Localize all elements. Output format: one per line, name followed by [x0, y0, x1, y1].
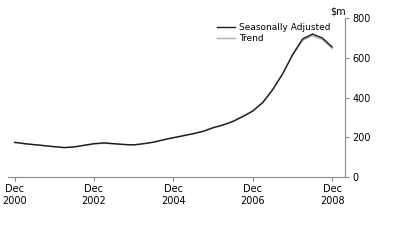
Seasonally Adjusted [320, 37, 325, 39]
Seasonally Adjusted [241, 115, 245, 118]
Legend: Seasonally Adjusted, Trend: Seasonally Adjusted, Trend [217, 23, 331, 43]
Seasonally Adjusted [280, 72, 285, 75]
Trend [171, 136, 176, 139]
Trend [131, 143, 136, 146]
Seasonally Adjusted [211, 126, 216, 129]
Seasonally Adjusted [141, 142, 146, 145]
Trend [121, 143, 126, 146]
Trend [32, 143, 37, 146]
Seasonally Adjusted [171, 136, 176, 139]
Trend [161, 138, 166, 141]
Trend [102, 142, 106, 145]
Trend [290, 54, 295, 57]
Trend [320, 38, 325, 41]
Seasonally Adjusted [131, 143, 136, 146]
Trend [330, 47, 335, 50]
Trend [112, 143, 116, 145]
Seasonally Adjusted [102, 142, 106, 144]
Trend [191, 132, 196, 135]
Seasonally Adjusted [300, 38, 305, 40]
Trend [260, 101, 265, 103]
Seasonally Adjusted [260, 101, 265, 104]
Trend [231, 120, 235, 122]
Seasonally Adjusted [151, 141, 156, 143]
Seasonally Adjusted [32, 143, 37, 146]
Trend [151, 141, 156, 144]
Trend [52, 145, 57, 148]
Seasonally Adjusted [231, 120, 235, 123]
Trend [201, 130, 206, 132]
Text: $m: $m [330, 7, 345, 17]
Seasonally Adjusted [251, 110, 255, 112]
Seasonally Adjusted [330, 46, 335, 48]
Trend [241, 115, 245, 117]
Seasonally Adjusted [52, 145, 57, 148]
Seasonally Adjusted [22, 142, 27, 145]
Trend [42, 144, 47, 147]
Trend [300, 39, 305, 42]
Seasonally Adjusted [92, 142, 96, 145]
Trend [211, 126, 216, 129]
Seasonally Adjusted [72, 146, 77, 148]
Seasonally Adjusted [221, 124, 225, 126]
Seasonally Adjusted [82, 144, 87, 147]
Trend [12, 141, 17, 144]
Trend [22, 142, 27, 145]
Trend [72, 146, 77, 148]
Trend [141, 143, 146, 145]
Trend [92, 143, 96, 146]
Line: Trend: Trend [15, 36, 332, 148]
Trend [62, 146, 67, 149]
Seasonally Adjusted [62, 146, 67, 149]
Seasonally Adjusted [310, 33, 315, 35]
Line: Seasonally Adjusted: Seasonally Adjusted [15, 34, 332, 148]
Trend [221, 123, 225, 126]
Seasonally Adjusted [121, 143, 126, 146]
Seasonally Adjusted [191, 132, 196, 135]
Trend [310, 34, 315, 37]
Trend [251, 109, 255, 112]
Seasonally Adjusted [112, 142, 116, 145]
Seasonally Adjusted [42, 144, 47, 147]
Trend [82, 144, 87, 147]
Seasonally Adjusted [201, 130, 206, 133]
Seasonally Adjusted [290, 54, 295, 56]
Seasonally Adjusted [181, 134, 186, 137]
Trend [181, 134, 186, 137]
Seasonally Adjusted [12, 141, 17, 144]
Trend [270, 88, 275, 91]
Seasonally Adjusted [161, 138, 166, 141]
Trend [280, 72, 285, 75]
Seasonally Adjusted [270, 88, 275, 91]
